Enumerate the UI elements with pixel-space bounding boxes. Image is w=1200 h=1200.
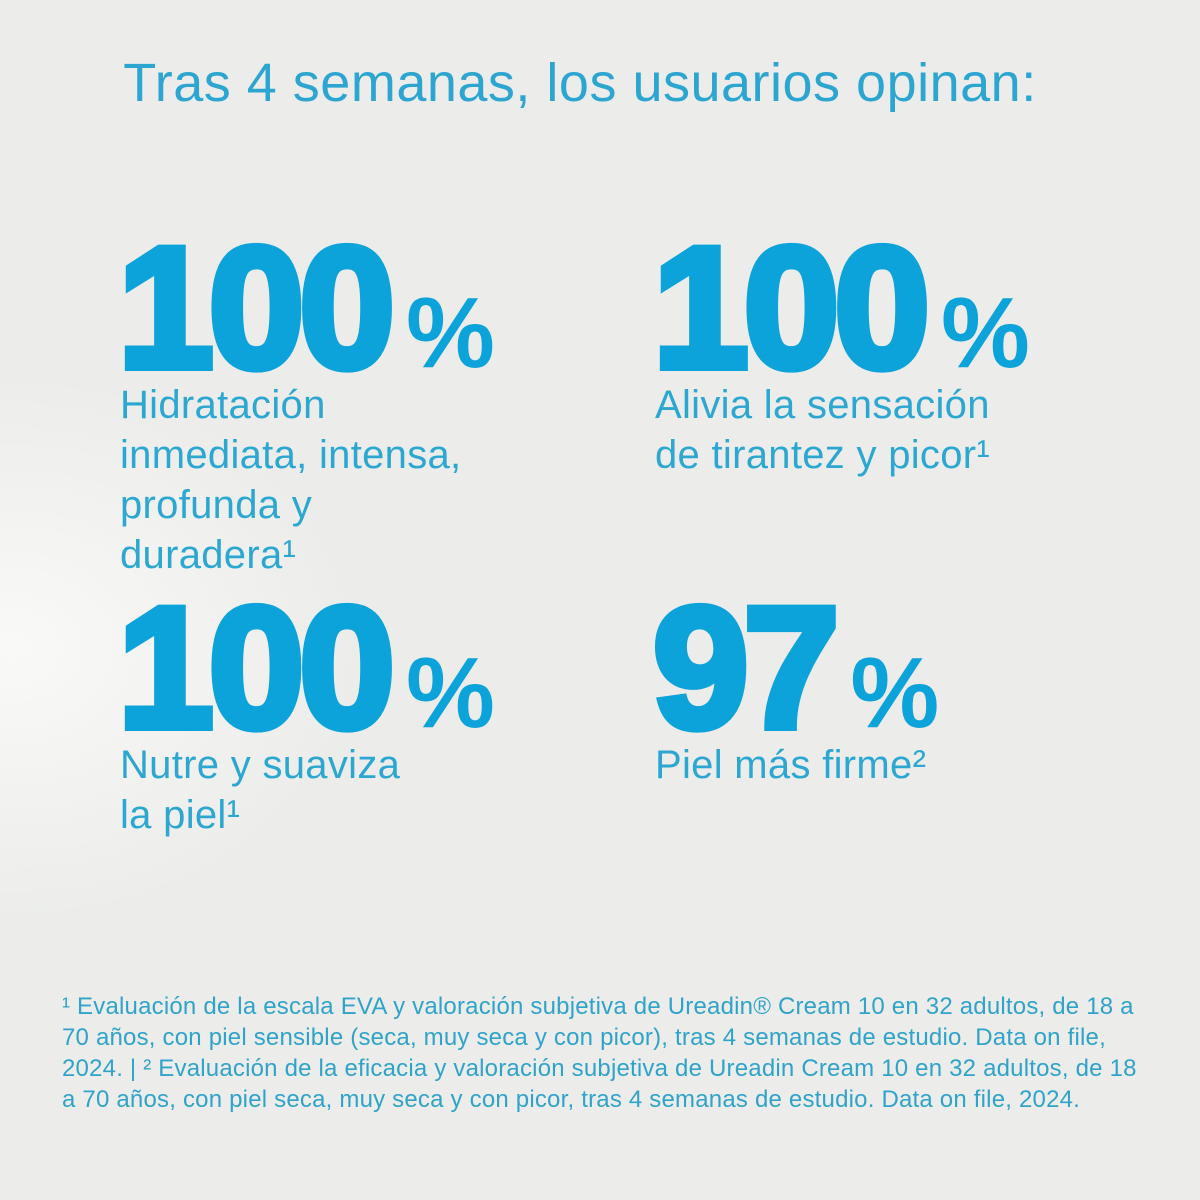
stat-block-firmer-skin: 97 % Piel más firme² [649,572,1143,790]
percent-sign: % [405,637,495,749]
stat-block-nourish: 100 % Nutre y suaviza la piel¹ [114,572,608,840]
footnote: ¹ Evaluación de la escala EVA y valoraci… [62,993,1137,1113]
percent-sign: % [405,277,495,389]
stat-number: 100 % [114,572,608,764]
stat-label: Alivia la sensación de tirantez y picor¹ [655,383,991,477]
stat-value: 100 [649,212,934,404]
stat-number: 100 % [114,212,608,404]
stat-block-tightness-relief: 100 % Alivia la sensación de tirantez y … [649,212,1143,480]
stat-value: 97 [649,572,843,764]
stat-value: 100 [114,572,399,764]
stat-label: Piel más firme² [655,743,927,787]
stat-number: 100 % [649,212,1143,404]
stat-block-hydration: 100 % Hidratación inmediata, intensa, pr… [114,212,608,580]
stat-label: Nutre y suaviza la piel¹ [120,743,401,837]
stat-label: Hidratación inmediata, intensa, profunda… [120,383,462,577]
percent-sign: % [940,277,1030,389]
page-title: Tras 4 semanas, los usuarios opinan: [123,53,1037,113]
stat-value: 100 [114,212,399,404]
percent-sign: % [850,637,940,749]
stat-number: 97 % [649,572,1143,764]
